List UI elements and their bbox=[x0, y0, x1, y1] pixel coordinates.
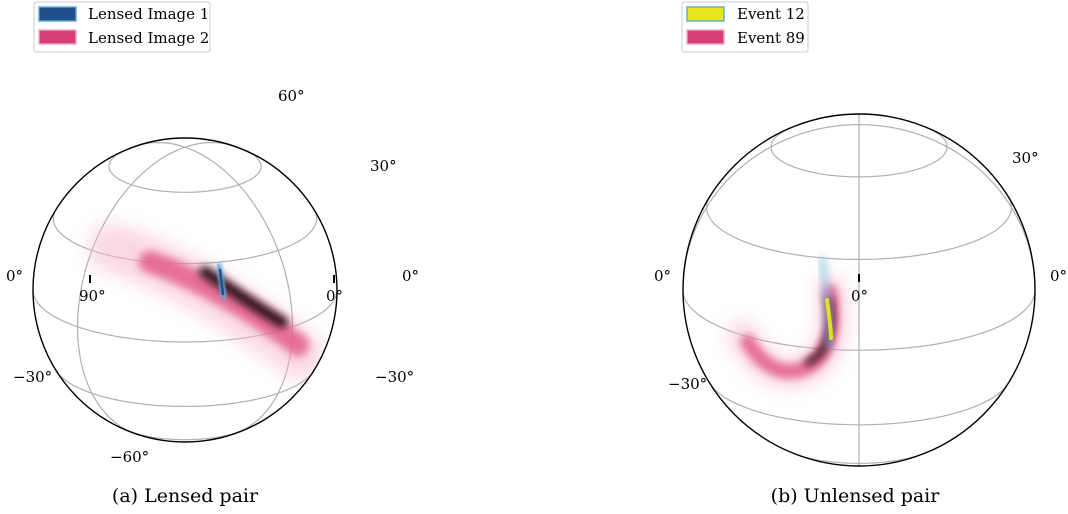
sphere-outline bbox=[682, 113, 1036, 467]
tick-marks bbox=[89, 275, 335, 283]
tick-label-lon-0: 0° bbox=[851, 287, 868, 305]
tick-label-lat-60: 60° bbox=[278, 87, 305, 105]
graticule bbox=[682, 114, 1036, 466]
legend-swatch-lensed-image-2 bbox=[38, 29, 77, 45]
caption-b: (b) Unlensed pair bbox=[771, 485, 941, 507]
panel-lensed-pair: Lensed Image 1 Lensed Image 2 60° 30° 0°… bbox=[6, 1, 419, 507]
tick-label-lon-0: 0° bbox=[326, 287, 343, 305]
lensed-image-2-core bbox=[199, 266, 288, 328]
region-lensed-image-1 bbox=[216, 263, 227, 300]
meridian-line bbox=[76, 146, 186, 434]
tick-label-lat-minus-30-left: −30° bbox=[668, 375, 707, 393]
panel-unlensed-pair: Event 12 Event 89 30° 0° 0° 0° −30° bbox=[654, 1, 1067, 507]
legend-frame bbox=[33, 1, 211, 53]
tick-labels: 30° 0° 0° 0° −30° bbox=[654, 149, 1067, 393]
caption-a: (a) Lensed pair bbox=[112, 485, 259, 507]
parallel-line bbox=[56, 371, 314, 407]
tick-label-lat-30: 30° bbox=[1012, 149, 1039, 167]
legend-swatch-event-12 bbox=[686, 6, 725, 22]
probability-regions bbox=[88, 224, 324, 379]
legend-label-lensed-image-2: Lensed Image 2 bbox=[88, 29, 209, 47]
legend-label-lensed-image-1: Lensed Image 1 bbox=[88, 5, 209, 23]
legend-swatch-event-89 bbox=[686, 29, 725, 45]
parallel-line bbox=[127, 430, 243, 441]
event-12-core bbox=[825, 298, 833, 340]
legend: Lensed Image 1 Lensed Image 2 bbox=[33, 1, 211, 53]
region-event-89 bbox=[727, 275, 848, 389]
parallel-line bbox=[108, 149, 262, 193]
probability-regions bbox=[727, 256, 848, 389]
tick-label-lat-0-right: 0° bbox=[402, 267, 419, 285]
tick-label-lat-0-right: 0° bbox=[1050, 267, 1067, 285]
parallel-line bbox=[32, 290, 338, 343]
meridian-line bbox=[682, 124, 860, 291]
meridian-line bbox=[184, 146, 294, 434]
tick-label-lat-0-left: 0° bbox=[6, 267, 23, 285]
tick-label-lat-minus-30-right: −30° bbox=[375, 368, 414, 386]
legend-label-event-89: Event 89 bbox=[737, 29, 805, 47]
tick-labels: 60° 30° 0° 0° 90° 0° −30° −30° −60° bbox=[6, 87, 419, 466]
legend-label-event-12: Event 12 bbox=[737, 5, 805, 23]
legend: Event 12 Event 89 bbox=[681, 1, 809, 53]
lensed-image-1-core bbox=[218, 268, 225, 296]
region-lensed-image-2 bbox=[88, 224, 324, 379]
tick-label-lat-30: 30° bbox=[370, 157, 397, 175]
tick-label-lat-0-left: 0° bbox=[654, 267, 671, 285]
sphere-outline bbox=[32, 137, 338, 443]
region-event-12 bbox=[818, 256, 834, 349]
meridian-line bbox=[858, 124, 1036, 291]
tick-label-lat-minus-60: −60° bbox=[110, 448, 149, 466]
tick-label-lat-minus-30-left: −30° bbox=[13, 368, 52, 386]
tick-label-lon-90: 90° bbox=[79, 287, 106, 305]
legend-swatch-lensed-image-1 bbox=[38, 6, 77, 22]
